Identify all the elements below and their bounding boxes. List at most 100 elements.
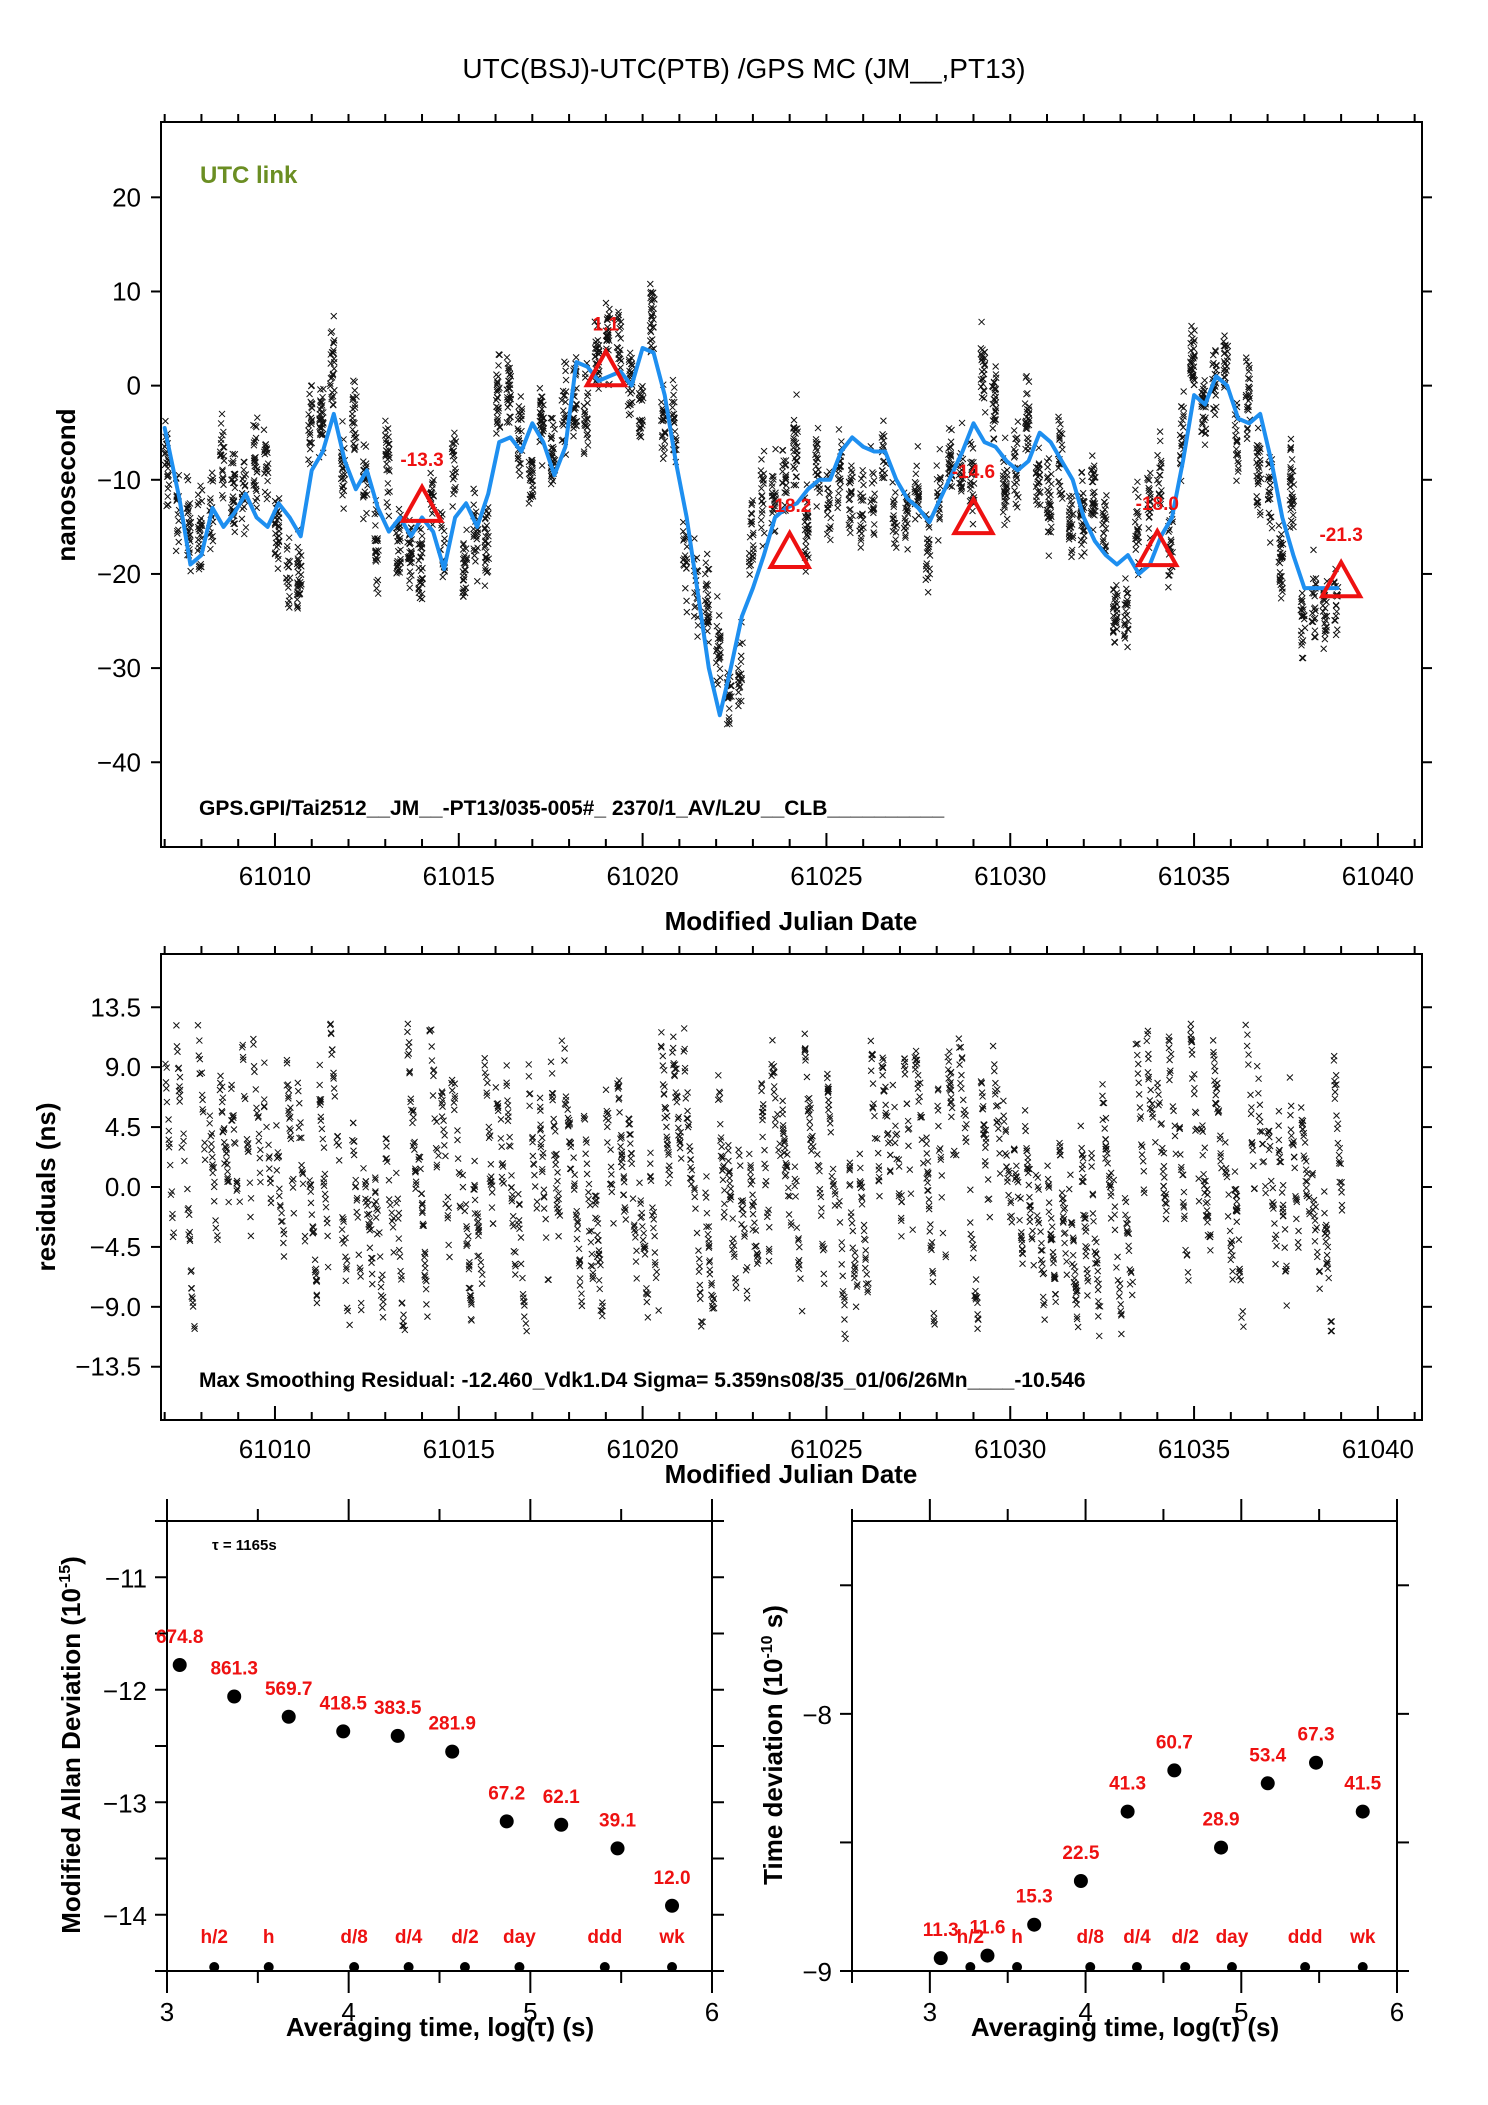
data-point [980,394,988,402]
data-point [351,401,359,409]
residual-point [1183,1252,1191,1259]
residual-point [516,1225,523,1233]
residual-point [716,1120,724,1128]
residual-point [602,1114,610,1122]
residual-point [604,1139,611,1146]
residual-point [1118,1330,1125,1338]
data-point [187,567,194,575]
residual-point [1231,1168,1239,1175]
data-point [1210,405,1218,413]
residual-point [321,1190,329,1198]
data-point [1044,463,1052,471]
data-point [275,522,282,529]
residual-point [1191,1084,1198,1092]
residual-point [295,1099,303,1107]
residual-point [1320,1188,1328,1195]
residual-point [442,1200,450,1208]
residual-point [567,1143,575,1151]
residual-point [1163,1207,1170,1215]
residual-point [1226,1227,1234,1235]
residual-point [542,1215,550,1223]
data-point [723,720,731,728]
residual-point [687,1180,695,1188]
residual-point [1286,1074,1294,1081]
residual-point [1338,1201,1346,1209]
data-point [834,504,841,512]
data-point [716,665,724,673]
residual-point [1166,1076,1173,1084]
data-point [362,460,370,467]
data-point [185,501,192,508]
data-point [386,488,393,495]
residual-point [1067,1171,1074,1179]
residual-point [637,1200,644,1208]
data-point [737,652,745,660]
residual-point [551,1128,559,1135]
residual-point [308,1211,316,1218]
data-point [837,462,845,470]
residual-point [646,1160,654,1168]
data-point [782,481,790,489]
residual-point [338,1226,346,1233]
data-point [835,426,843,433]
data-point [294,543,302,551]
residual-point [867,1067,875,1075]
data-point [746,533,754,541]
data-point [528,477,535,485]
residual-point [677,1155,685,1162]
data-point [362,443,370,450]
residual-point [665,1162,673,1170]
data-point [946,443,954,450]
residual-point [297,1119,304,1126]
residual-point [478,1271,486,1279]
residual-point [350,1151,358,1159]
data-point [429,479,436,486]
residual-point [507,1184,515,1192]
data-point [306,429,314,436]
data-point [584,399,591,407]
residual-point [633,1247,640,1255]
data-point [1213,361,1220,369]
y-tick-label: −20 [97,559,141,589]
data-point [859,516,867,523]
data-point [339,465,347,473]
residual-point [461,1207,469,1215]
residual-point [368,1270,376,1278]
residual-point [719,1176,727,1184]
residual-point [454,1127,461,1134]
data-point [924,545,932,552]
residual-point [260,1096,268,1103]
data-point [328,395,335,403]
residual-point [1154,1084,1161,1091]
residual-point [1146,1097,1154,1104]
data-point [493,381,501,388]
residual-point [1275,1136,1283,1144]
residual-point [1171,1132,1179,1140]
data-point [230,520,238,528]
residual-point [1288,1132,1295,1140]
residual-point [785,1184,792,1192]
data-point [329,339,337,346]
residual-point [1235,1236,1243,1244]
data-point [594,345,602,352]
residual-point [1107,1192,1115,1200]
data-point [1180,388,1188,395]
residual-point [1293,1215,1300,1223]
residual-point [357,1299,365,1307]
residual-point [428,1043,436,1050]
data-point [359,493,367,501]
residual-point [389,1223,397,1231]
data-point [373,548,381,556]
residual-point [180,1137,187,1145]
data-point [515,437,523,444]
data-point [536,417,544,425]
data-point [485,532,492,540]
residual-point [397,1267,404,1275]
data-point [384,455,391,463]
data-point [602,299,610,307]
residual-point [947,1094,955,1101]
data-point [493,388,501,396]
data-point [306,390,313,398]
residual-point [955,1035,963,1043]
residual-point [386,1201,394,1209]
